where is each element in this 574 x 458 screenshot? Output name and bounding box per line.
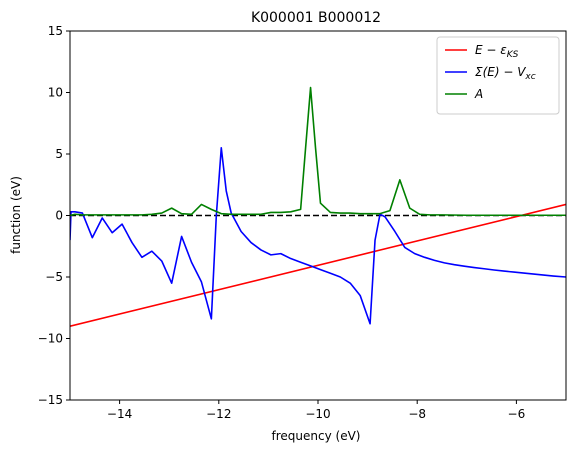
legend-box (436, 36, 560, 115)
y-tick-label: 15 (48, 24, 63, 38)
x-tick-label: −12 (206, 407, 231, 421)
series-line-2 (70, 147, 566, 325)
y-tick-label: 0 (55, 209, 63, 223)
legend-entry-label: A (474, 87, 483, 101)
x-tick-label: −6 (508, 407, 526, 421)
legend-entry-label: Σ(E) − Vxc (475, 65, 536, 82)
chart-title: K000001 B000012 (251, 10, 381, 26)
x-axis-label: frequency (eV) (272, 429, 361, 443)
x-tick-label: −14 (107, 407, 132, 421)
x-tick-label: −10 (305, 407, 330, 421)
y-tick-label: 5 (55, 147, 63, 161)
series-line-3 (70, 86, 566, 217)
y-tick-label: −10 (38, 332, 63, 346)
y-tick-label: −5 (45, 270, 63, 284)
y-tick-label: −15 (38, 393, 63, 407)
y-axis-label: function (eV) (9, 176, 23, 254)
series-group (70, 86, 566, 327)
x-tick-label: −8 (408, 407, 426, 421)
y-tick-label: 10 (48, 86, 63, 100)
series-line-1 (70, 203, 566, 327)
